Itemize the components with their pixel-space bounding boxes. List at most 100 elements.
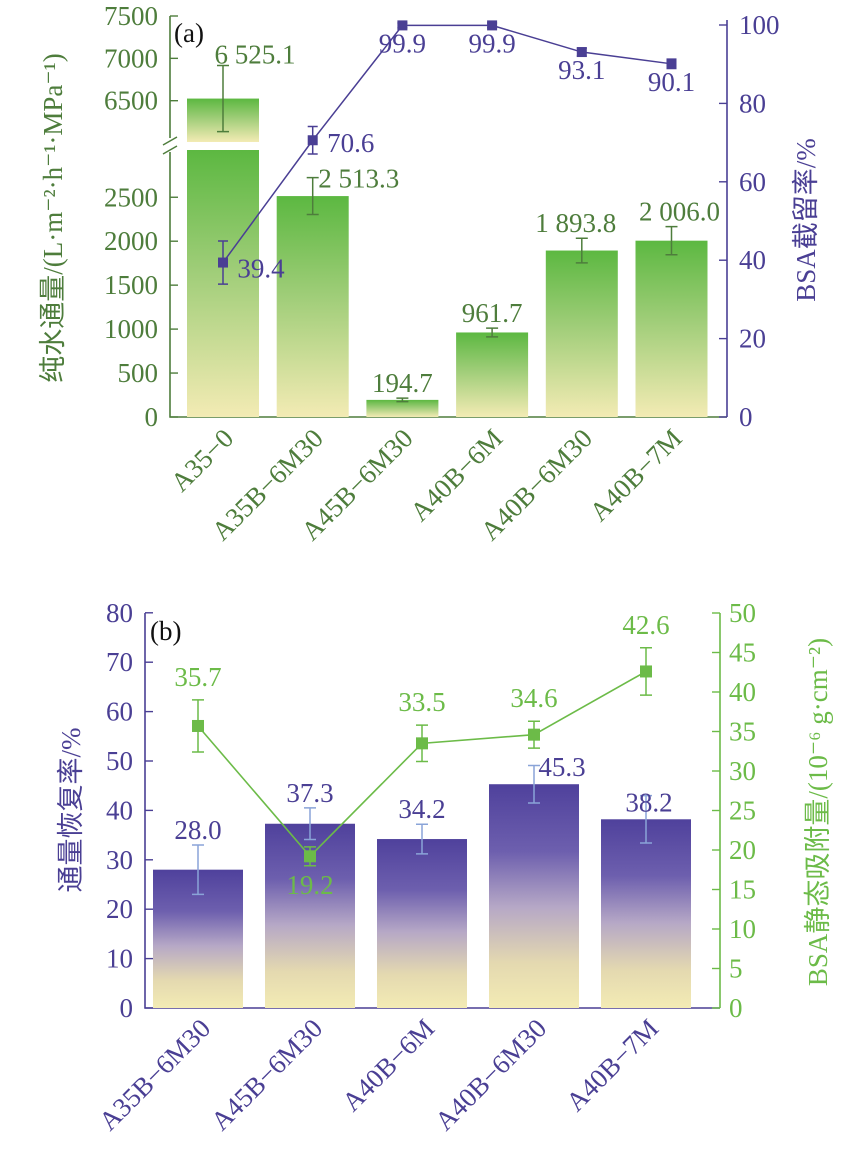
data-label: 194.7 <box>372 368 433 398</box>
bar <box>489 784 579 1008</box>
y-tick-label: 500 <box>118 358 159 388</box>
data-point <box>487 20 498 31</box>
error-bar <box>416 823 428 855</box>
series-line-bsa-rejection <box>222 24 672 263</box>
y-tick-label: 2000 <box>104 226 158 256</box>
bar <box>601 819 691 1008</box>
bar <box>276 196 349 417</box>
y-tick-label: 70 <box>106 647 133 677</box>
line-data-label: 19.2 <box>286 870 333 900</box>
line-data-label: 35.7 <box>174 662 221 692</box>
y2-tick-label: 45 <box>729 638 756 668</box>
error-bar <box>396 397 409 403</box>
error-bar <box>306 176 319 216</box>
panel-a: 0 500 1000 1500 2000 2500 6500 7000 7500 0 20 40 60 8… <box>38 1 821 546</box>
y-tick-label: 0 <box>120 993 134 1023</box>
line-data-label: 99.9 <box>468 28 515 58</box>
y-tick-label: 7000 <box>104 43 158 73</box>
x-tick-label: A35B−6M30 <box>93 1013 216 1136</box>
y-tick-label: 1500 <box>104 270 158 300</box>
y2-tick-label: 0 <box>729 993 743 1023</box>
error-bar <box>640 794 652 844</box>
error-bar <box>486 327 499 338</box>
data-point <box>304 850 316 863</box>
data-point <box>576 47 587 58</box>
x-tick-label: A40B−6M <box>336 1013 440 1117</box>
y-tick-label: 2500 <box>104 182 158 212</box>
y-tick-label: 40 <box>106 795 133 825</box>
data-label: 2 006.0 <box>639 197 720 227</box>
y2-tick-label: 60 <box>739 167 766 197</box>
panel-label: (b) <box>150 616 181 646</box>
y2-axis-label: BSA截留率/% <box>791 138 821 302</box>
y2-tick-label: 5 <box>729 954 743 984</box>
line-data-label: 90.1 <box>648 67 695 97</box>
data-point <box>416 737 428 750</box>
error-bar <box>575 237 588 264</box>
y2-tick-label: 40 <box>729 677 756 707</box>
y-tick-label: 1000 <box>104 314 158 344</box>
data-point <box>218 257 228 268</box>
y2-tick-label: 50 <box>729 598 756 628</box>
x-tick-label: A35−0 <box>165 423 239 497</box>
error-bar <box>304 807 316 841</box>
y-axis-label: 通量恢复率/% <box>56 728 86 893</box>
y2-tick-label: 15 <box>729 875 756 905</box>
data-label: 38.2 <box>625 787 672 817</box>
bar <box>635 240 708 417</box>
y-tick-label: 6500 <box>104 86 158 116</box>
y2-tick-label: 10 <box>729 914 756 944</box>
y-tick-label: 80 <box>106 598 133 628</box>
line-data-label: 33.5 <box>398 687 445 717</box>
x-tick-label: A40B−6M30 <box>429 1013 552 1136</box>
data-label: 34.2 <box>398 794 445 824</box>
y2-tick-label: 100 <box>739 10 780 40</box>
data-point <box>397 20 408 31</box>
panel-b: 0 10 20 30 40 50 60 70 80 0 5 10 15 20 25 30 35 40 45 50 通量恢… <box>56 598 833 1136</box>
y2-axis-label: BSA静态吸附量/(10⁻⁶ g·cm⁻²) <box>803 638 833 986</box>
data-label: 961.7 <box>462 298 523 328</box>
data-point <box>666 58 677 69</box>
bar <box>545 250 618 417</box>
data-point <box>307 135 318 146</box>
y-axis-label: 纯水通量/(L·m⁻²·h⁻¹·MPa⁻¹) <box>38 53 68 383</box>
panel-label: (a) <box>174 18 204 48</box>
y2-tick-label: 0 <box>739 402 753 432</box>
error-bar <box>665 225 678 256</box>
error-bar <box>192 844 204 896</box>
y2-tick-label: 35 <box>729 717 756 747</box>
line-data-label: 34.6 <box>510 683 557 713</box>
y2-tick-label: 20 <box>739 324 766 354</box>
bar <box>377 839 467 1008</box>
bar <box>366 399 439 417</box>
line-data-label: 39.4 <box>237 254 285 284</box>
y-tick-label: 10 <box>106 944 133 974</box>
y2-tick-label: 25 <box>729 796 756 826</box>
error-bar <box>528 764 540 804</box>
y-tick-label: 20 <box>106 894 133 924</box>
y-tick-label: 50 <box>106 746 133 776</box>
data-point <box>528 728 540 741</box>
axis-break-mark <box>162 136 178 155</box>
y-tick-label: 30 <box>106 845 133 875</box>
x-tick-label: A45B−6M30 <box>205 1013 328 1136</box>
data-point <box>192 719 204 732</box>
y-tick-label: 7500 <box>104 1 158 31</box>
bar <box>456 332 529 417</box>
data-label: 45.3 <box>538 752 585 782</box>
x-tick-label: A40B−7M <box>560 1013 664 1117</box>
data-label: 1 893.8 <box>535 208 616 238</box>
data-point <box>640 665 652 678</box>
line-data-label: 99.9 <box>379 28 426 58</box>
error-bar <box>217 64 229 133</box>
data-label: 28.0 <box>174 815 221 845</box>
data-label: 2 513.3 <box>318 164 399 194</box>
data-label: 37.3 <box>286 778 333 808</box>
y-tick-label: 0 <box>145 402 159 432</box>
y2-tick-label: 80 <box>739 88 766 118</box>
line-data-label: 70.6 <box>327 128 374 158</box>
y2-tick-label: 30 <box>729 756 756 786</box>
y-tick-label: 60 <box>106 697 133 727</box>
data-label: 6 525.1 <box>215 40 296 70</box>
